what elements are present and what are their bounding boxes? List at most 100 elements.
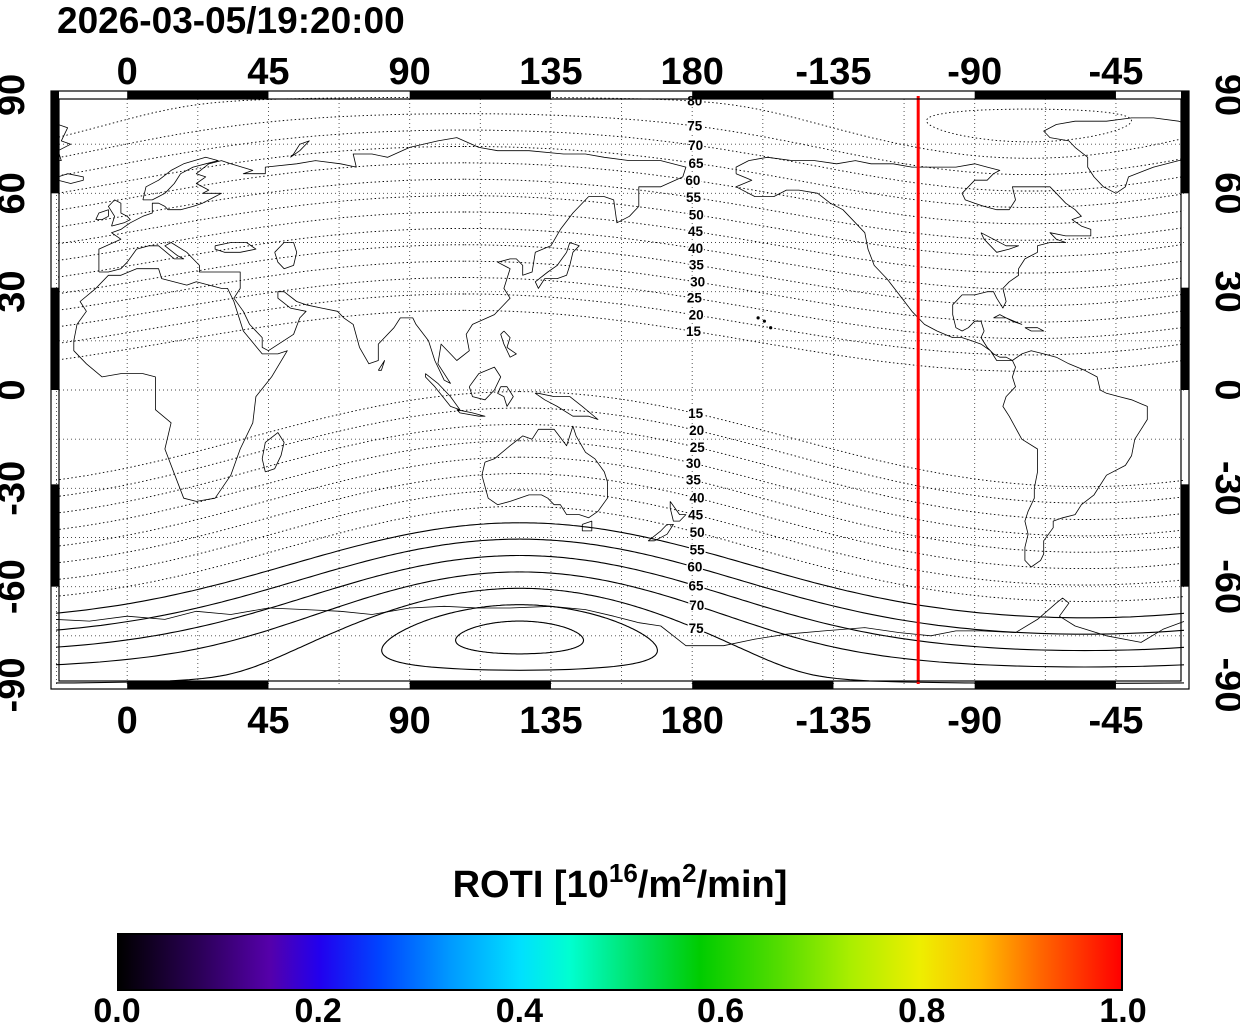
contour-line-north — [926, 108, 1132, 143]
contour-label: 35 — [689, 258, 705, 273]
lat-label-right: -60 — [1207, 559, 1240, 614]
lon-label-bottom: 135 — [519, 700, 582, 742]
contour-line-north — [463, 178, 1184, 241]
contour-line-south — [455, 620, 585, 655]
colorbar-title-suffix: /min] — [696, 864, 788, 906]
contour-label: 20 — [689, 423, 704, 438]
contour-line-south — [519, 571, 1184, 668]
frame-segment-left — [51, 91, 59, 194]
contour-line-north — [56, 309, 465, 361]
contour-label: 55 — [690, 542, 706, 557]
contour-line-south — [56, 407, 520, 498]
contour-line-south — [56, 587, 520, 684]
contour-line-south — [56, 554, 520, 648]
lat-label-right: 0 — [1207, 379, 1240, 400]
contour-label: 30 — [690, 275, 705, 290]
lon-label-bottom: 0 — [117, 700, 138, 742]
contour-line-south — [381, 604, 658, 671]
frame-segment-bottom — [127, 681, 269, 689]
colorbar-gradient — [117, 933, 1123, 991]
contour-label: 15 — [688, 406, 704, 421]
lon-label-top: -45 — [1088, 51, 1143, 93]
frame-segment-right — [1181, 91, 1189, 194]
frame-segment-left — [51, 287, 59, 390]
contour-line-south — [519, 473, 1184, 570]
frame-segment-bottom — [974, 681, 1116, 689]
coastline — [1024, 327, 1045, 332]
coastline — [73, 268, 288, 502]
coastline — [95, 209, 109, 220]
lon-label-top: 90 — [389, 51, 431, 93]
colorbar-tick-label: 0.2 — [294, 992, 342, 1024]
coastline — [481, 425, 608, 519]
contour-line-south — [56, 505, 520, 597]
coastline — [980, 232, 1019, 253]
lat-label-right: -30 — [1207, 461, 1240, 516]
coastline — [214, 242, 257, 253]
frame-segment-right — [1181, 484, 1189, 587]
map-area: 1520253035404550556065707580152025303540… — [56, 96, 1184, 684]
colorbar-title-mid: /m — [637, 864, 683, 906]
coastline — [274, 242, 298, 270]
contour-line-south — [519, 505, 1184, 602]
coastline — [534, 392, 599, 420]
contour-line-south — [519, 538, 1184, 635]
contour-line-south — [519, 554, 1184, 652]
contour-label: 30 — [686, 456, 701, 471]
lat-label-right: 30 — [1207, 271, 1240, 313]
contour-line-north — [464, 113, 1184, 176]
contour-label: 25 — [687, 291, 703, 306]
contour-line-north — [56, 96, 465, 139]
contour-line-north — [464, 244, 1184, 307]
coastline — [500, 330, 517, 358]
contour-line-north — [56, 244, 464, 295]
frame-segment-top — [127, 91, 269, 99]
contour-label: 50 — [690, 525, 705, 540]
contour-line-north — [56, 129, 464, 177]
lon-label-top: 135 — [519, 51, 582, 93]
lat-label-left: -90 — [0, 658, 33, 713]
contour-label: 40 — [688, 241, 703, 256]
contour-line-south — [56, 489, 520, 581]
colorbar-tick-label: 1.0 — [1099, 992, 1147, 1024]
contour-line-south — [56, 571, 520, 666]
contour-line-north — [56, 178, 465, 228]
contour-label: 70 — [688, 138, 703, 153]
frame-segment-top — [409, 91, 551, 99]
lat-label-left: -60 — [0, 559, 33, 614]
contour-label: 35 — [686, 473, 702, 488]
contour-line-south — [519, 522, 1184, 619]
contour-line-north — [464, 211, 1184, 274]
contour-line-north — [464, 146, 1184, 208]
contour-line-north — [464, 293, 1184, 356]
lon-label-bottom: 180 — [660, 700, 723, 742]
lon-label-top: 180 — [660, 51, 723, 93]
contour-label: 75 — [687, 119, 703, 134]
contour-line-north — [56, 195, 464, 245]
coastline — [456, 409, 486, 417]
contour-label: 45 — [688, 507, 704, 522]
contour-label: 40 — [689, 491, 704, 506]
coastline — [1043, 117, 1184, 194]
lat-label-left: 30 — [0, 271, 33, 313]
colorbar-tick-label: 0.0 — [93, 992, 141, 1024]
contour-label: 15 — [686, 324, 702, 339]
frame-segment-left — [51, 484, 59, 587]
colorbar-tick-label: 0.4 — [495, 992, 544, 1024]
frame-segment-bottom — [409, 681, 551, 689]
contour-label: 65 — [688, 156, 704, 171]
lat-label-right: 90 — [1207, 74, 1240, 116]
coastline — [581, 520, 593, 532]
contour-line-north — [463, 162, 1184, 225]
lon-label-bottom: 45 — [247, 700, 289, 742]
lon-label-top: 0 — [117, 51, 138, 93]
coastline-antarctica — [56, 597, 1184, 647]
lat-label-left: -30 — [0, 461, 33, 516]
coastline — [669, 501, 687, 522]
lat-label-right: 60 — [1207, 172, 1240, 214]
contour-label: 25 — [690, 440, 706, 455]
contour-line-north — [56, 293, 464, 345]
contour-line-south — [519, 423, 1184, 520]
contour-label: 60 — [687, 560, 702, 575]
lon-label-bottom: -135 — [795, 700, 871, 742]
